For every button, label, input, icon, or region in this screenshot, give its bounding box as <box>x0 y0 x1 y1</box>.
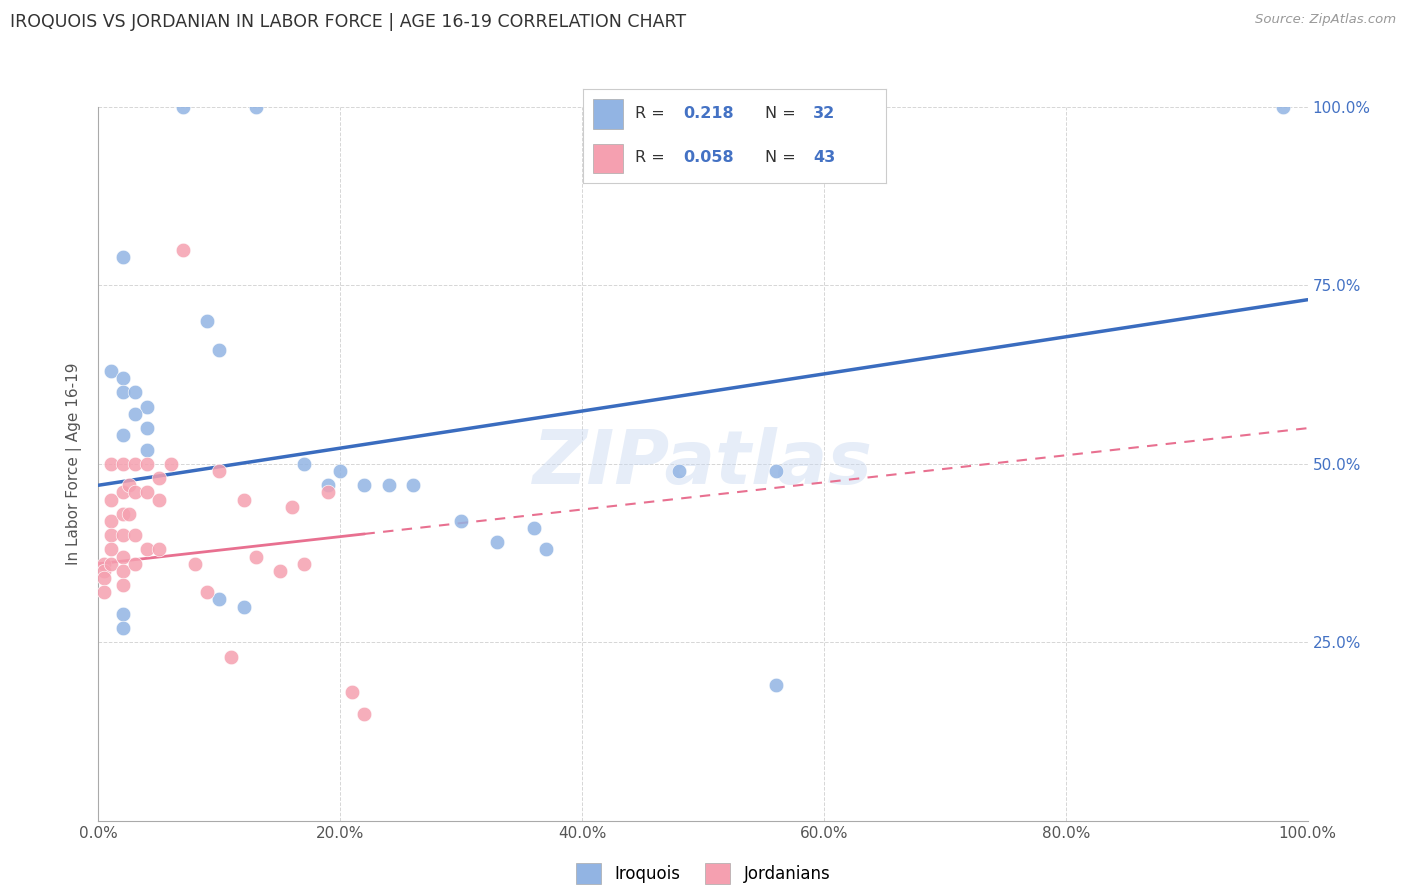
Point <box>316 485 339 500</box>
Point <box>135 421 157 435</box>
Point <box>111 621 134 635</box>
FancyBboxPatch shape <box>592 98 623 128</box>
Point <box>232 599 254 614</box>
Text: IROQUOIS VS JORDANIAN IN LABOR FORCE | AGE 16-19 CORRELATION CHART: IROQUOIS VS JORDANIAN IN LABOR FORCE | A… <box>10 13 686 31</box>
Point <box>100 457 122 471</box>
Point <box>111 549 134 564</box>
Point <box>111 250 134 264</box>
Point <box>765 464 787 478</box>
Point <box>135 457 157 471</box>
Point <box>124 557 146 571</box>
Point <box>402 478 425 492</box>
Legend: Iroquois, Jordanians: Iroquois, Jordanians <box>576 863 830 884</box>
Point <box>668 464 690 478</box>
Point <box>111 607 134 621</box>
Point <box>1272 100 1295 114</box>
Point <box>269 564 291 578</box>
Point <box>135 400 157 414</box>
Text: N =: N = <box>765 105 801 120</box>
Text: 0.058: 0.058 <box>683 150 734 165</box>
Point <box>93 564 115 578</box>
Point <box>353 478 375 492</box>
Text: 32: 32 <box>813 105 835 120</box>
Point <box>329 464 352 478</box>
Point <box>232 492 254 507</box>
Point <box>111 507 134 521</box>
Y-axis label: In Labor Force | Age 16-19: In Labor Force | Age 16-19 <box>66 362 83 566</box>
Point <box>765 678 787 692</box>
Point <box>172 100 194 114</box>
Point <box>281 500 304 514</box>
Text: R =: R = <box>636 105 669 120</box>
Point <box>148 471 170 485</box>
Point <box>93 557 115 571</box>
Point <box>100 364 122 378</box>
Point <box>124 457 146 471</box>
Point <box>377 478 399 492</box>
Point <box>135 442 157 457</box>
Point <box>124 528 146 542</box>
Point <box>93 585 115 599</box>
Point <box>100 514 122 528</box>
Point <box>160 457 183 471</box>
Point <box>111 528 134 542</box>
Text: 0.218: 0.218 <box>683 105 734 120</box>
Point <box>135 542 157 557</box>
Point <box>342 685 364 699</box>
Text: R =: R = <box>636 150 669 165</box>
Point <box>195 314 218 328</box>
Point <box>100 492 122 507</box>
Point <box>486 535 509 549</box>
Text: ZIPatlas: ZIPatlas <box>533 427 873 500</box>
Point <box>353 706 375 721</box>
Point <box>111 371 134 385</box>
Point <box>450 514 472 528</box>
Point <box>208 592 231 607</box>
Point <box>111 578 134 592</box>
Text: N =: N = <box>765 150 801 165</box>
Point <box>292 557 315 571</box>
Point <box>111 457 134 471</box>
Point <box>148 492 170 507</box>
Point <box>523 521 546 535</box>
FancyBboxPatch shape <box>592 144 623 173</box>
Point <box>111 428 134 442</box>
Point <box>172 243 194 257</box>
Text: Source: ZipAtlas.com: Source: ZipAtlas.com <box>1256 13 1396 27</box>
Point <box>208 464 231 478</box>
Point <box>124 407 146 421</box>
Point <box>118 507 141 521</box>
Point <box>245 549 267 564</box>
Point <box>100 528 122 542</box>
Point <box>245 100 267 114</box>
Point <box>124 385 146 400</box>
Point <box>135 485 157 500</box>
Point <box>221 649 243 664</box>
Point <box>195 585 218 599</box>
Point <box>111 485 134 500</box>
Point <box>100 542 122 557</box>
Point <box>100 557 122 571</box>
Text: 43: 43 <box>813 150 835 165</box>
Point <box>124 485 146 500</box>
Point <box>184 557 207 571</box>
Point <box>93 571 115 585</box>
Point <box>316 478 339 492</box>
Point <box>534 542 557 557</box>
Point <box>208 343 231 357</box>
Point <box>292 457 315 471</box>
Point <box>111 564 134 578</box>
Point <box>148 542 170 557</box>
Point <box>111 385 134 400</box>
Point <box>118 478 141 492</box>
